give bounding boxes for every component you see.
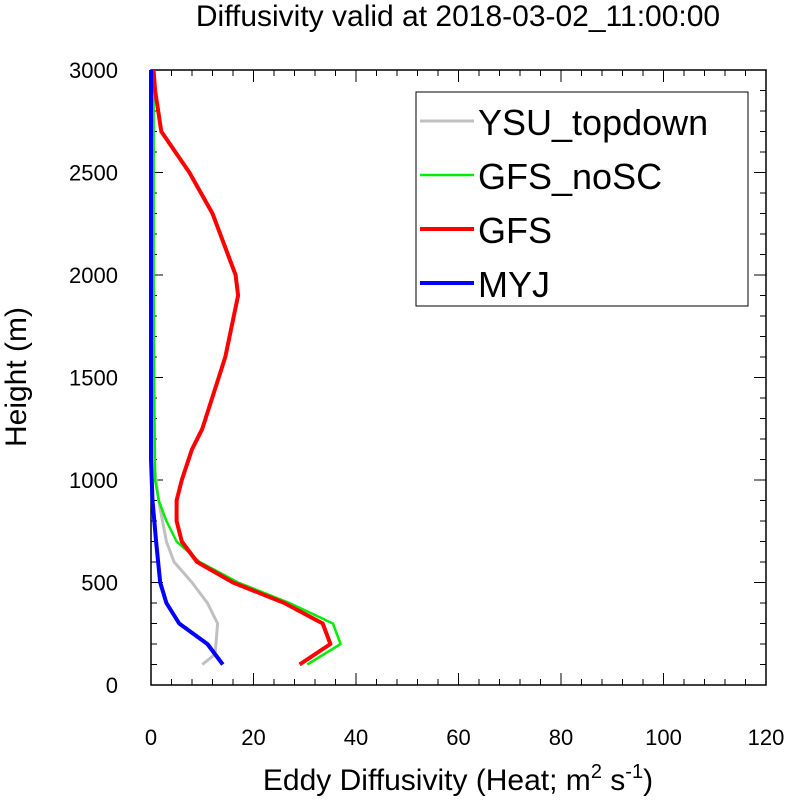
legend-label: MYJ xyxy=(478,264,550,305)
x-axis-label-main: Eddy Diffusivity (Heat; m xyxy=(263,764,591,797)
x-tick-label: 40 xyxy=(344,725,368,750)
legend-label: GFS_noSC xyxy=(478,156,662,197)
x-axis-label-mid: s xyxy=(602,764,625,797)
x-axis-label: Eddy Diffusivity (Heat; m2 s-1) xyxy=(263,761,653,797)
legend-box xyxy=(415,91,749,307)
x-axis-label-end: ) xyxy=(643,764,653,797)
x-axis-label-sup2: -1 xyxy=(625,761,643,783)
legend: YSU_topdown GFS_noSC GFS MYJ xyxy=(415,91,749,307)
x-tick-label: 60 xyxy=(446,725,470,750)
series-line-gfs xyxy=(151,69,333,667)
y-tick-labels: 0 500 1000 1500 2000 2500 3000 xyxy=(69,58,118,698)
chart-title: Diffusivity valid at 2018-03-02_11:00:00 xyxy=(196,0,720,33)
y-tick-label: 2000 xyxy=(69,263,118,288)
x-axis-label-sup1: 2 xyxy=(591,761,602,783)
legend-items: YSU_topdown GFS_noSC GFS MYJ xyxy=(420,102,708,305)
y-tick-label: 2500 xyxy=(69,161,118,186)
y-tick-label: 1500 xyxy=(69,366,118,391)
y-tick-label: 0 xyxy=(106,673,118,698)
series-lines xyxy=(149,69,342,667)
y-axis-label: Height (m) xyxy=(0,307,33,447)
series-line-ysu-topdown xyxy=(149,69,220,666)
x-tick-label: 100 xyxy=(645,725,682,750)
x-tick-labels: 0 20 40 60 80 100 120 xyxy=(145,725,784,750)
legend-label: GFS xyxy=(478,210,552,251)
x-tick-label: 120 xyxy=(748,725,785,750)
series-line-myj xyxy=(149,70,225,666)
y-tick-label: 500 xyxy=(81,571,118,596)
series-line-gfs-nosc xyxy=(152,70,342,666)
legend-label: YSU_topdown xyxy=(478,102,708,143)
y-tick-label: 1000 xyxy=(69,468,118,493)
x-tick-label: 20 xyxy=(241,725,265,750)
x-tick-label: 0 xyxy=(145,725,157,750)
y-tick-label: 3000 xyxy=(69,58,118,83)
x-tick-label: 80 xyxy=(549,725,573,750)
